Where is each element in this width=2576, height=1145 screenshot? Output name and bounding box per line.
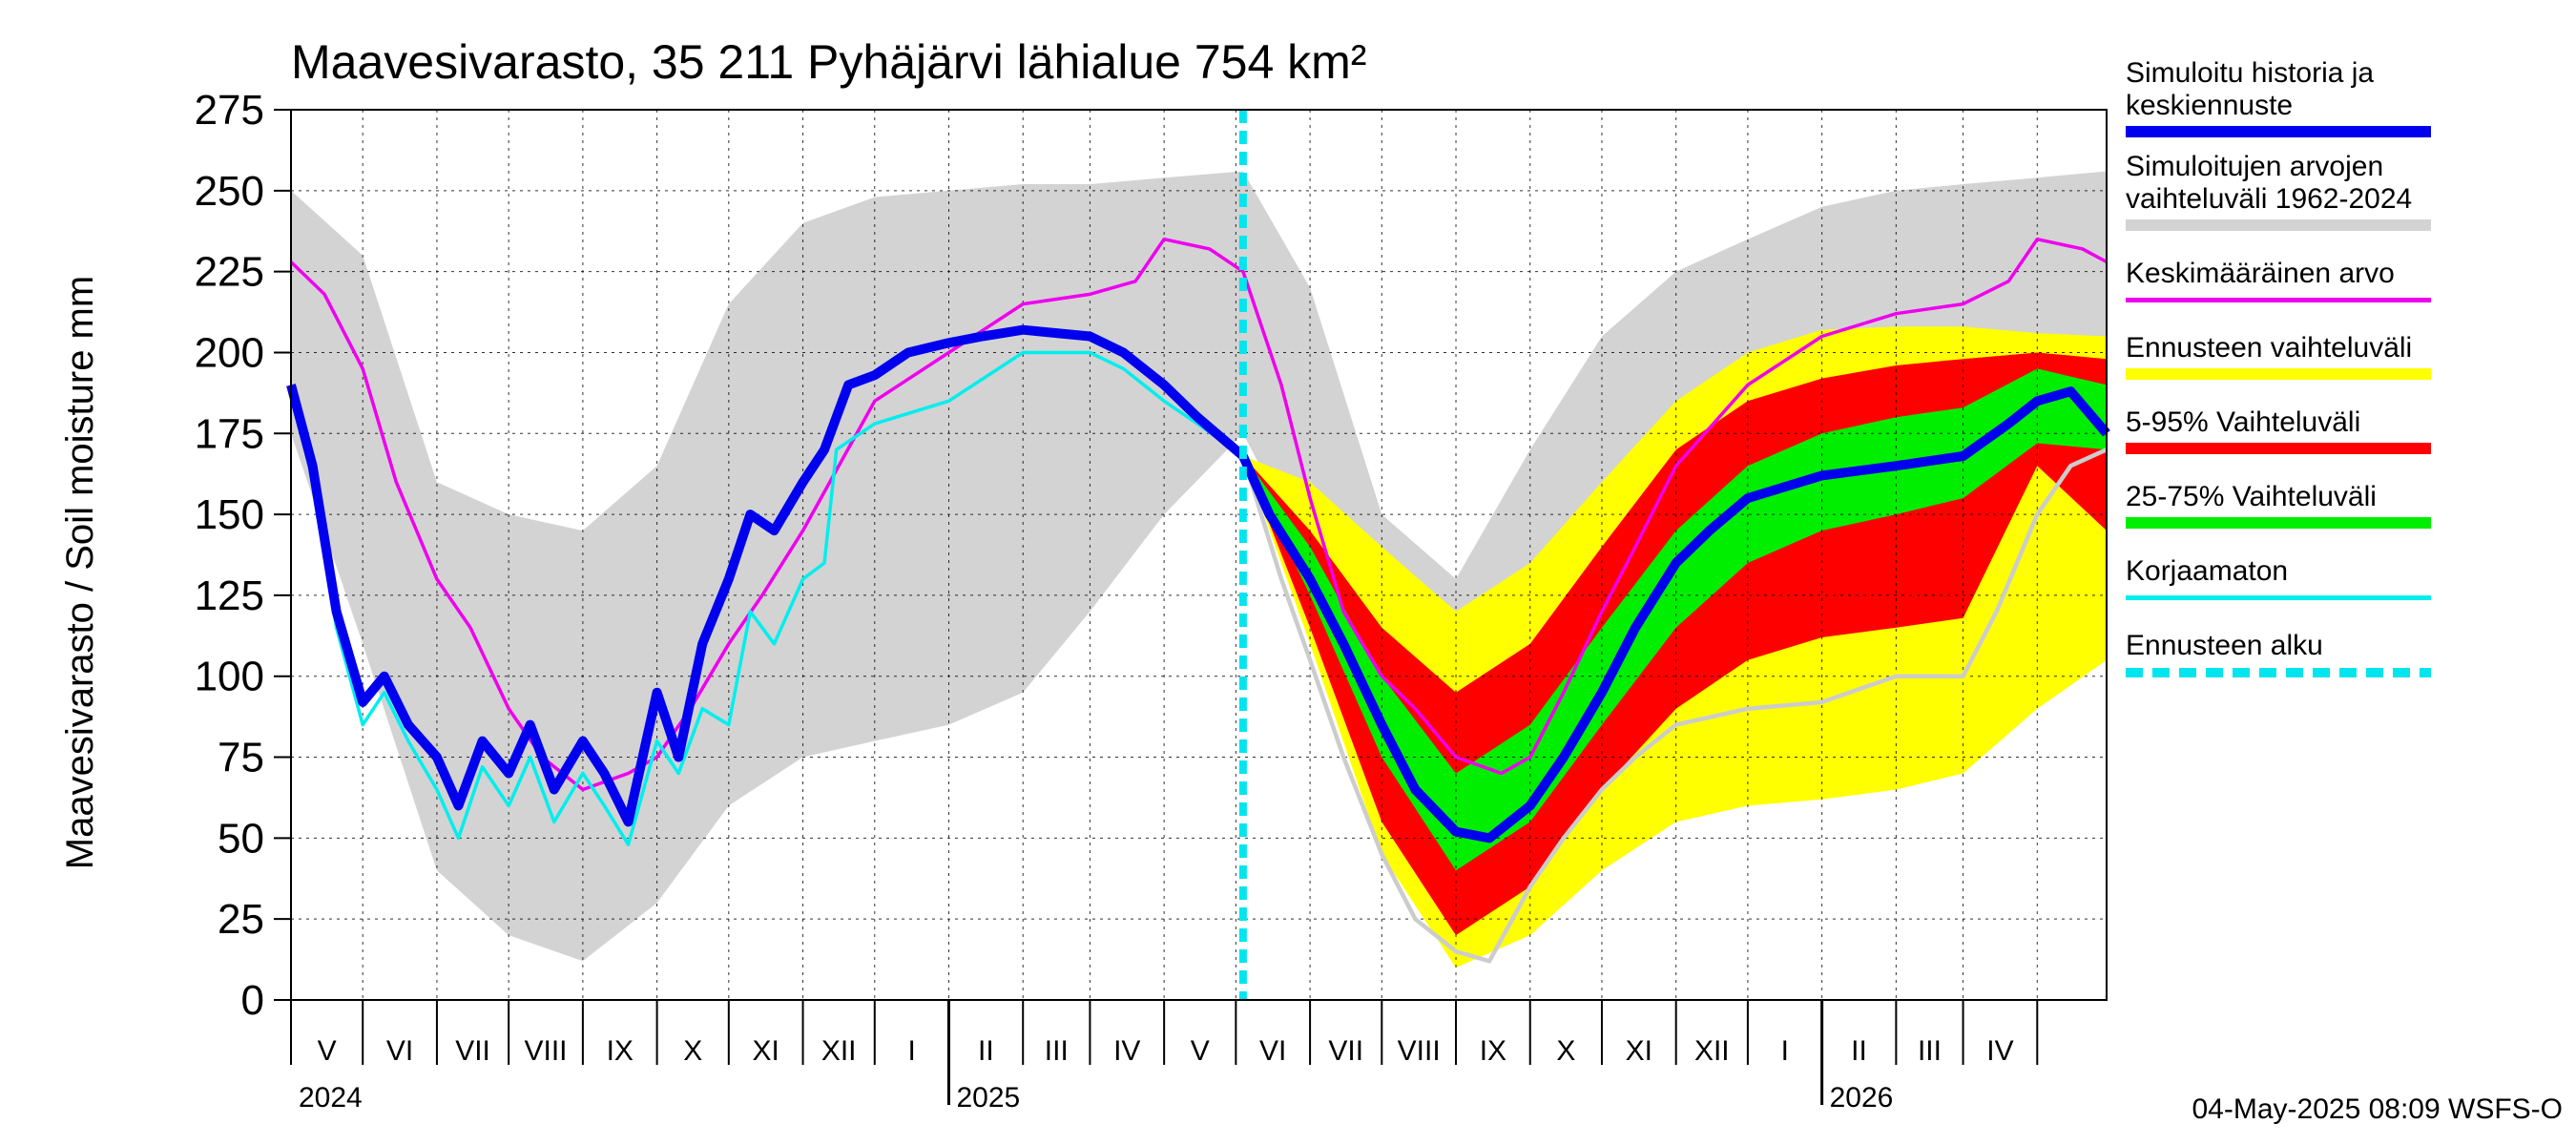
x-month-label: XI (753, 1035, 779, 1067)
legend-label: 25-75% Vaihteluväli (2126, 481, 2377, 512)
legend: Simuloitu historia ja keskiennuste Simulo… (2126, 48, 2545, 681)
legend-label: Ennusteen alku (2126, 630, 2323, 661)
uncorrected-line (289, 350, 1244, 846)
x-month-label: VII (455, 1035, 490, 1067)
plot-frame (290, 109, 2108, 1001)
y-tick-label: 250 (195, 168, 264, 215)
legend-label: Simuloitujen arvojen vaihteluväli 1962-2… (2126, 151, 2413, 215)
bands-layer (291, 171, 2107, 968)
x-month-label: IV (1986, 1035, 2013, 1067)
historical-range-band (291, 171, 2107, 962)
legend-swatch (2126, 443, 2431, 454)
legend-swatch (2126, 517, 2431, 529)
y-tick-label: 275 (195, 87, 264, 134)
legend-label: Simuloitu historia ja keskiennuste (2126, 57, 2375, 121)
legend-label: 5-95% Vaihteluväli (2126, 406, 2361, 438)
legend-item: 5-95% Vaihteluväli (2126, 384, 2545, 458)
y-tick-label: 150 (195, 491, 264, 538)
y-tick-label: 175 (195, 410, 264, 457)
x-month-label: IV (1113, 1035, 1140, 1067)
y-tick-label: 50 (218, 815, 264, 862)
legend-swatch (2126, 668, 2431, 677)
legend-item: Korjaamaton (2126, 532, 2545, 607)
legend-label: Keskimääräinen arvo (2126, 258, 2395, 289)
x-month-label: XII (1694, 1035, 1730, 1067)
x-month-label: XII (821, 1035, 857, 1067)
legend-item: 25-75% Vaihteluväli (2126, 458, 2545, 532)
x-year-label: 2026 (1830, 1082, 1894, 1114)
y-tick-label: 100 (195, 654, 264, 700)
y-tick-label: 75 (218, 735, 264, 781)
y-axis-label: Maavesivarasto / Soil moisture mm (59, 276, 101, 869)
x-month-label: VIII (1398, 1035, 1441, 1067)
x-month-label: XI (1626, 1035, 1652, 1067)
x-month-label: VIII (525, 1035, 568, 1067)
y-tick-label: 25 (218, 896, 264, 943)
forecast-median-line (1238, 386, 2110, 843)
history-line (286, 324, 1247, 827)
y-tick-label: 200 (195, 329, 264, 376)
lines-layer (286, 110, 2110, 1000)
y-tick-label: 0 (241, 977, 264, 1024)
legend-item: Keskimääräinen arvo (2126, 235, 2545, 309)
x-month-label: IX (607, 1035, 634, 1067)
chart-title: Maavesivarasto, 35 211 Pyhäjärvi lähialu… (291, 35, 1366, 89)
x-year-label: 2025 (956, 1082, 1020, 1114)
x-year-label: 2024 (299, 1082, 363, 1114)
legend-swatch (2126, 368, 2431, 380)
x-month-label: III (1918, 1035, 1942, 1067)
x-month-label: X (683, 1035, 702, 1067)
legend-item: Ennusteen vaihteluväli (2126, 309, 2545, 384)
legend-label: Ennusteen vaihteluväli (2126, 332, 2413, 364)
legend-item: Simuloitujen arvojen vaihteluväli 1962-2… (2126, 141, 2545, 235)
x-month-label: VI (1259, 1035, 1286, 1067)
x-month-label: VI (386, 1035, 413, 1067)
x-month-label: X (1556, 1035, 1575, 1067)
y-tick-label: 125 (195, 572, 264, 619)
x-month-label: V (318, 1035, 337, 1067)
x-month-label: I (1781, 1035, 1789, 1067)
legend-swatch (2126, 126, 2431, 137)
x-month-label: V (1191, 1035, 1210, 1067)
x-month-label: I (907, 1035, 915, 1067)
x-month-label: II (978, 1035, 994, 1067)
legend-item: Ennusteen alku (2126, 607, 2545, 681)
band-25-75 (1242, 368, 2107, 871)
legend-label: Korjaamaton (2126, 555, 2289, 587)
timestamp-footer: 04-May-2025 08:09 WSFS-O (2192, 1093, 2564, 1125)
x-month-label: III (1045, 1035, 1069, 1067)
legend-item: Simuloitu historia ja keskiennuste (2126, 48, 2545, 141)
y-tick-label: 225 (195, 249, 264, 296)
forecast-uncorrected-line (1240, 448, 2108, 964)
legend-swatch (2126, 595, 2431, 600)
x-month-label: II (1851, 1035, 1867, 1067)
legend-swatch (2126, 219, 2431, 231)
x-month-label: VII (1328, 1035, 1363, 1067)
x-month-label: IX (1480, 1035, 1506, 1067)
legend-swatch (2126, 298, 2431, 302)
